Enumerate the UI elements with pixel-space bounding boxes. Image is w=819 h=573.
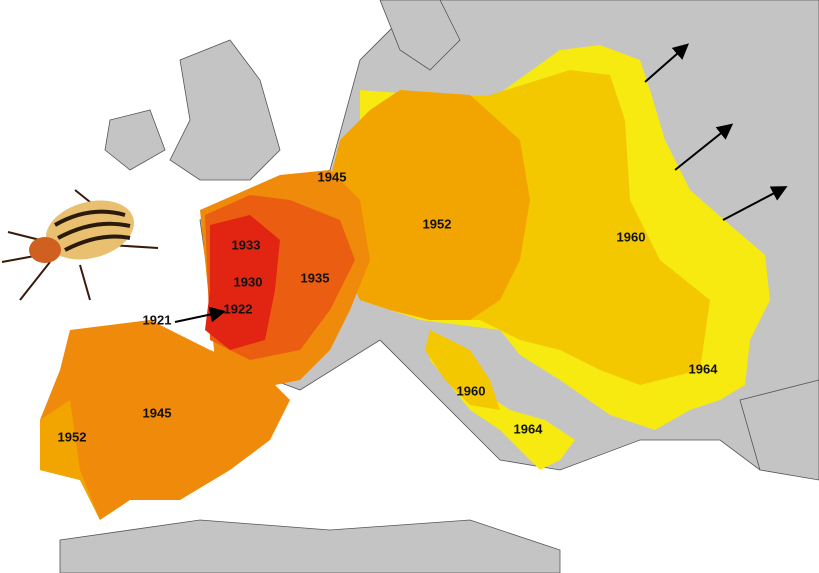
year-label: 1960	[617, 229, 646, 244]
zone-italy	[425, 330, 500, 410]
zone-iberia	[40, 320, 290, 520]
year-label: 1933	[232, 237, 261, 252]
year-label: 1964	[689, 361, 719, 376]
year-labels: 1945 1933 1930 1935 1922 1921 1952 1960 …	[58, 169, 719, 444]
year-label: 1935	[301, 270, 330, 285]
year-label: 1921	[143, 312, 172, 327]
spread-zones	[40, 45, 770, 520]
year-label: 1952	[423, 216, 452, 231]
zone-italy-south	[430, 340, 575, 470]
arrow	[674, 123, 734, 171]
year-label: 1930	[234, 274, 263, 289]
beetle	[1, 189, 159, 301]
year-label: 1960	[457, 383, 486, 398]
arrows	[174, 43, 788, 323]
arrow	[174, 306, 226, 323]
year-label: 1945	[143, 405, 172, 420]
year-label: 1945	[318, 169, 347, 184]
year-label: 1952	[58, 429, 87, 444]
zone-1952	[330, 90, 530, 320]
zone-portugal	[40, 400, 100, 520]
year-label: 1964	[514, 421, 544, 436]
arrow	[644, 43, 690, 83]
arrow	[722, 186, 788, 221]
year-label: 1922	[224, 301, 253, 316]
